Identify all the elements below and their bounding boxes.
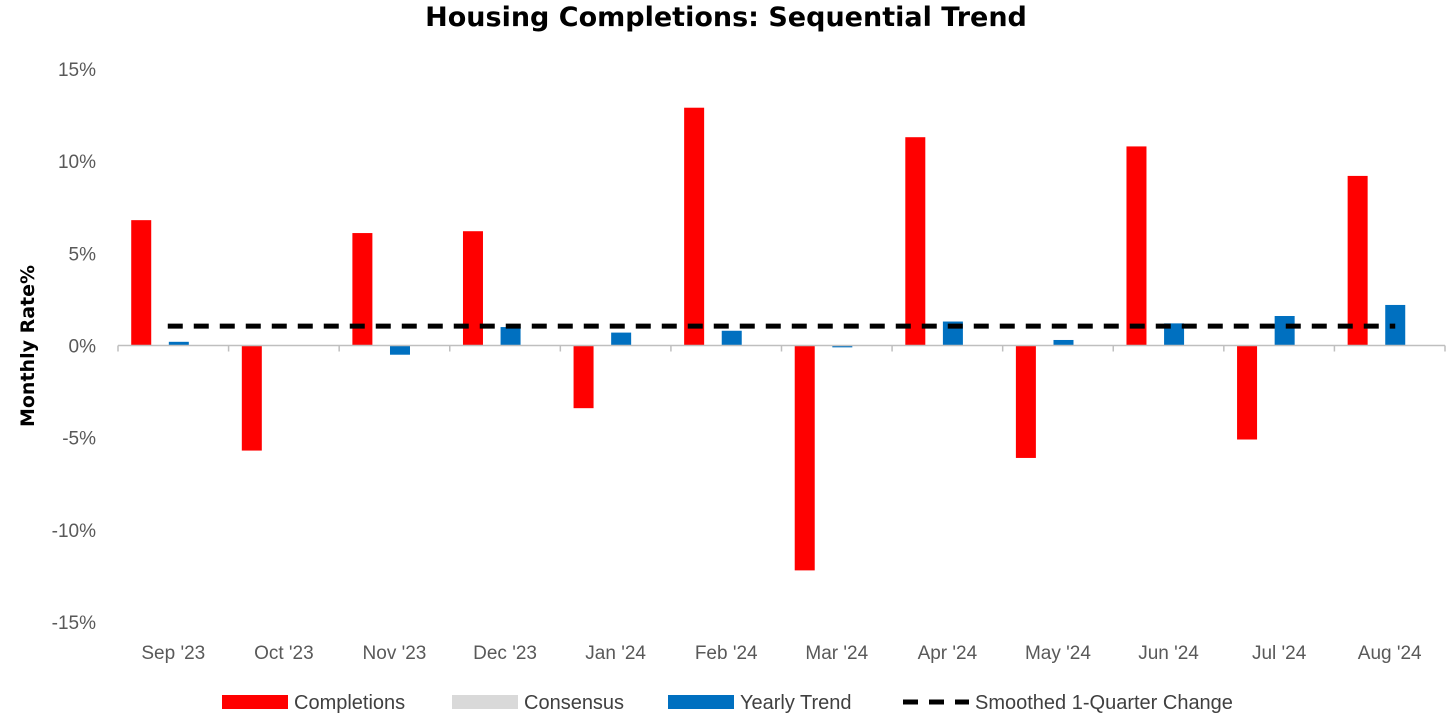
y-tick-label: 5% [69,244,97,265]
bar-yearly-trend [1053,339,1074,346]
bar-yearly-trend [168,341,189,346]
y-axis-label: Monthly Rate% [17,265,39,427]
bar-completions [131,220,152,346]
y-tick-label: 15% [58,60,96,81]
bar-completions [905,137,926,346]
y-tick-label: -15% [52,613,96,634]
bar-yearly-trend [611,332,632,346]
bar-completions [1237,345,1258,440]
bar-completions [684,107,705,346]
bar-yearly-trend [1164,323,1185,346]
bar-completions [1347,175,1368,346]
bar-yearly-trend [389,345,410,355]
x-tick-label: Oct '23 [254,643,314,664]
y-axis-ticks: 15% 10% 5% 0% -5% -10% -15% [52,60,96,634]
x-tick-label: Jun '24 [1138,643,1199,664]
legend-label: Consensus [524,692,624,714]
legend-label: Smoothed 1-Quarter Change [975,692,1233,714]
x-tick-label: Dec '23 [473,643,537,664]
x-tick-label: Aug '24 [1358,643,1422,664]
bar-completions [352,233,373,346]
legend: Completions Consensus Yearly Trend Smoothed… [222,692,1233,714]
x-tick-label: May '24 [1025,643,1091,664]
bar-yearly-trend [721,330,742,346]
bar-yearly-trend [500,327,521,346]
bar-completions [241,345,262,451]
x-tick-label: Jan '24 [585,643,646,664]
y-tick-label: 10% [58,152,96,173]
bars [131,107,1406,571]
chart-title: Housing Completions: Sequential Trend [425,2,1027,33]
x-tick-label: Jul '24 [1252,643,1307,664]
x-axis [117,344,1446,352]
x-tick-label: Mar '24 [805,643,868,664]
x-axis-ticks: Sep '23 Oct '23 Nov '23 Dec '23 Jan '24 Feb '… [141,643,1422,664]
x-tick-label: Feb '24 [695,643,758,664]
x-tick-label: Apr '24 [918,643,978,664]
bar-completions [573,345,594,409]
legend-label: Completions [294,692,405,714]
bar-completions [1015,345,1036,458]
bar-completions [794,345,815,571]
x-tick-label: Nov '23 [363,643,427,664]
y-tick-label: -5% [62,429,96,450]
y-tick-label: -10% [52,521,96,542]
legend-swatch [452,695,518,709]
bar-completions [1126,146,1147,346]
y-tick-label: 0% [69,337,97,358]
legend-swatch [222,695,288,709]
bar-yearly-trend [1274,316,1295,346]
legend-swatch [668,695,734,709]
legend-label: Yearly Trend [740,692,852,714]
bar-yearly-trend [832,345,853,348]
bar-completions [462,231,483,346]
x-tick-label: Sep '23 [141,643,205,664]
